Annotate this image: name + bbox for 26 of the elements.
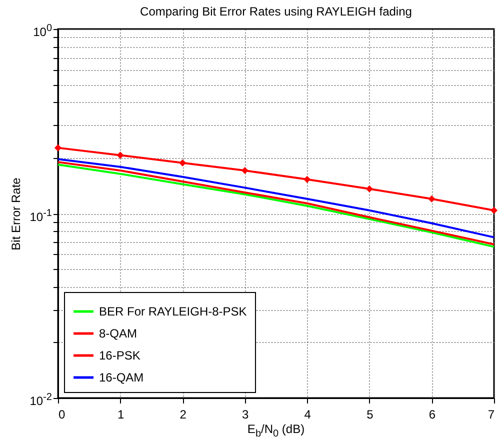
point: [54, 144, 62, 152]
legend-label: 8-QAM: [99, 326, 138, 340]
point: [116, 152, 124, 159]
legend-label: 16-PSK: [99, 348, 140, 362]
point: [490, 206, 498, 214]
point: [304, 176, 311, 183]
x-tick-label: 7: [488, 408, 495, 422]
point: [366, 185, 373, 192]
legend-label: 16-QAM: [99, 370, 144, 384]
x-tick-label: 5: [366, 408, 374, 422]
y-tick-label: 10$^{-1}$: [30, 208, 52, 224]
x-tick-label: 4: [304, 408, 312, 422]
x-tick-label: 3: [242, 408, 250, 422]
point: [428, 195, 436, 202]
chart-title: Comparing Bit Error Rates using RAYLEIGH fading: [140, 4, 412, 18]
x-tick-label: 0: [58, 408, 66, 422]
x-tick-label: 2: [180, 408, 187, 422]
x-tick-label: 6: [428, 408, 436, 422]
y-tick-label: 10$^{0}$: [32, 23, 52, 39]
point: [241, 166, 248, 174]
y-axis-title: Bit Error Rate: [9, 177, 23, 250]
y-tick-label: 10$^{-2}$: [28, 392, 52, 408]
point: [179, 159, 186, 166]
legend-label: BER For RAYLEIGH-8-PSK: [99, 304, 247, 318]
x-axis-title: E$_{b}$/N$_{0}$ (dB): [246, 422, 306, 440]
x-tick-label: 1: [117, 408, 124, 422]
